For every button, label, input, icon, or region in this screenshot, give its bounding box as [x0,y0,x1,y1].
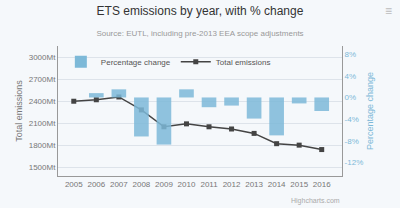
svg-text:2016: 2016 [313,180,331,189]
svg-text:2013: 2013 [245,180,263,189]
svg-text:2009: 2009 [155,180,173,189]
svg-text:2007: 2007 [110,180,128,189]
svg-text:2011: 2011 [200,180,218,189]
svg-text:1500Mt: 1500Mt [29,163,56,172]
svg-text:2010: 2010 [178,180,196,189]
svg-text:Source: EUTL, including pre-20: Source: EUTL, including pre-2013 EEA sco… [96,29,303,38]
svg-text:2014: 2014 [268,180,286,189]
svg-text:8%: 8% [345,50,357,59]
svg-text:0%: 0% [345,93,357,102]
svg-text:3000Mt: 3000Mt [29,53,56,62]
svg-text:-12%: -12% [345,158,364,167]
svg-text:2005: 2005 [65,180,83,189]
svg-text:-8%: -8% [345,137,359,146]
svg-text:Total emissions: Total emissions [14,80,24,142]
svg-text:1800Mt: 1800Mt [29,141,56,150]
svg-text:Percentage change: Percentage change [101,58,171,67]
svg-text:ETS emissions by year, with %: ETS emissions by year, with % change [97,4,304,18]
svg-text:≡: ≡ [385,4,392,18]
svg-text:Highcharts.com: Highcharts.com [291,197,340,205]
svg-text:2100Mt: 2100Mt [29,119,56,128]
svg-text:Total emissions: Total emissions [216,58,271,67]
svg-text:2700Mt: 2700Mt [29,75,56,84]
svg-text:2008: 2008 [133,180,151,189]
svg-text:Percentage change: Percentage change [365,72,375,150]
svg-text:-4%: -4% [345,115,359,124]
svg-text:2012: 2012 [223,180,241,189]
svg-text:2400Mt: 2400Mt [29,97,56,106]
svg-text:4%: 4% [345,72,357,81]
svg-text:2006: 2006 [87,180,105,189]
svg-text:2015: 2015 [290,180,308,189]
